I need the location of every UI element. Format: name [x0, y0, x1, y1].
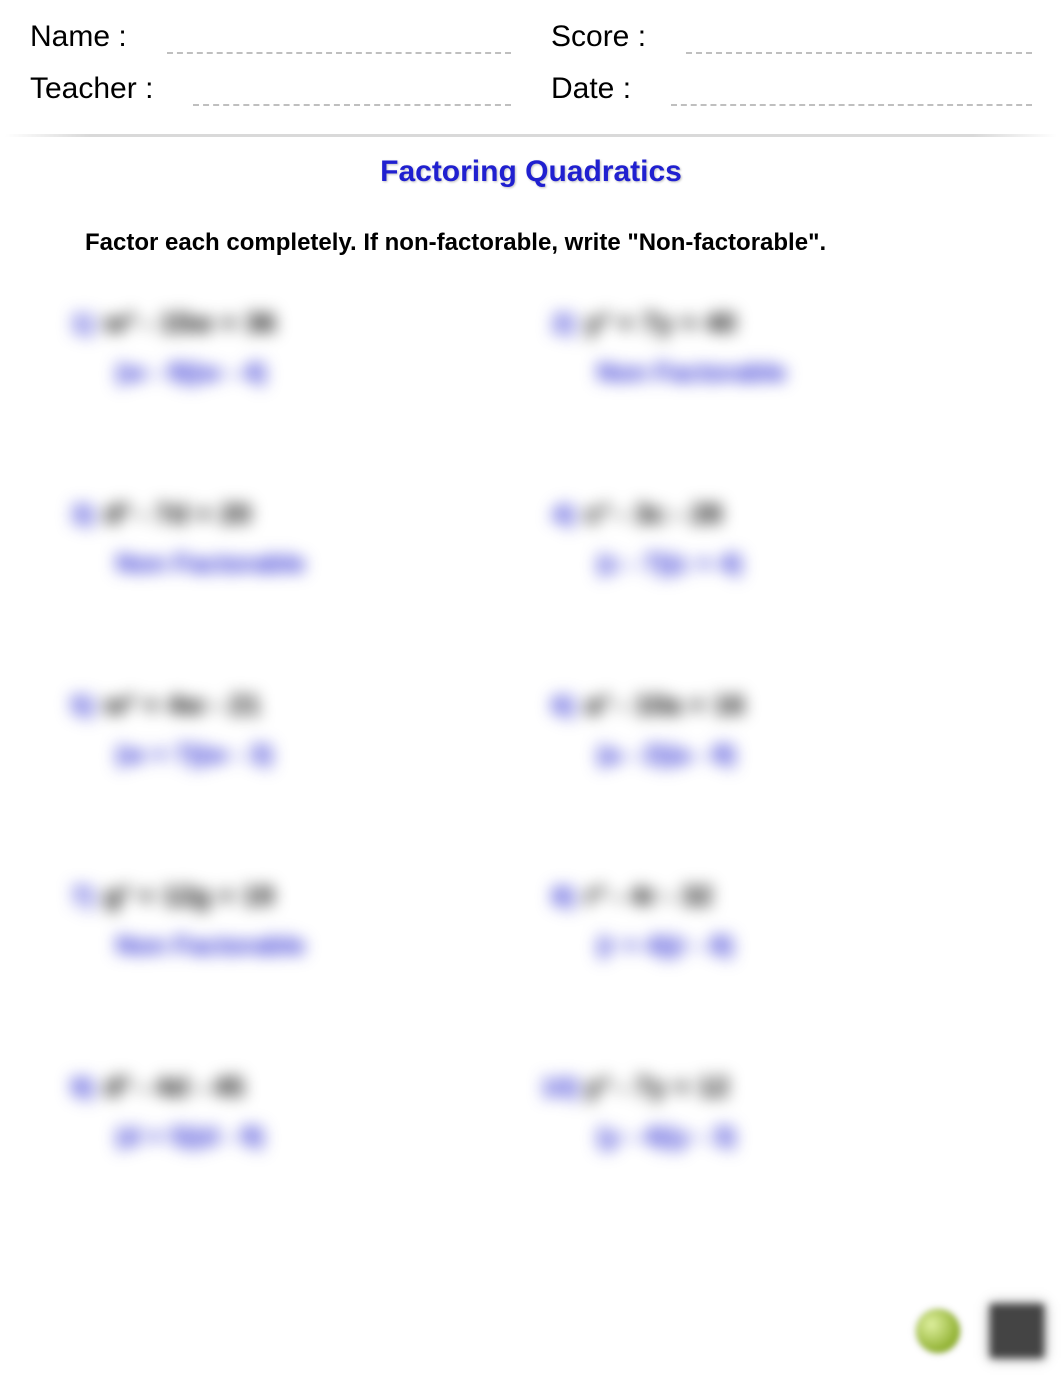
- problem-answer: (r + 4)(r - 8): [541, 930, 1012, 961]
- problem-answer: Non Factorable: [541, 357, 1012, 388]
- problem-line: 1) w² - 15w + 36: [60, 307, 531, 339]
- problem-8: 8) r² - 4r - 32 (r + 4)(r - 8): [541, 880, 1012, 961]
- footer-badges: [916, 1304, 1044, 1358]
- problem-7: 7) g² + 12g + 19 Non Factorable: [60, 880, 531, 961]
- problem-line: 2) y² + 7y + 40: [541, 307, 1012, 339]
- problem-number: 10): [541, 1072, 585, 1103]
- instructions-text: Factor each completely. If non-factorabl…: [85, 229, 1032, 257]
- problem-number: 9): [60, 1072, 104, 1103]
- date-label: Date :: [551, 72, 671, 106]
- teacher-input-line[interactable]: [193, 80, 511, 106]
- problems-grid: 1) w² - 15w + 36 (w - 9)(w - 4) 2) y² + …: [30, 307, 1032, 1152]
- problem-line: 8) r² - 4r - 32: [541, 880, 1012, 912]
- problem-line: 6) a² - 10a + 16: [541, 689, 1012, 721]
- problem-expression: d² - 7d + 20: [104, 498, 251, 530]
- problem-number: 5): [60, 690, 104, 721]
- problem-9: 9) d² - 4d - 45 (d + 5)(d - 9): [60, 1071, 531, 1152]
- score-input-line[interactable]: [686, 28, 1032, 54]
- date-input-line[interactable]: [671, 80, 1032, 106]
- problem-number: 7): [60, 881, 104, 912]
- score-label: Score :: [551, 20, 686, 54]
- problem-line: 7) g² + 12g + 19: [60, 880, 531, 912]
- header-right-column: Score : Date :: [551, 20, 1032, 124]
- problem-10: 10) y² - 7y + 12 (y - 4)(y - 3): [541, 1071, 1012, 1152]
- header-divider: [5, 134, 1057, 137]
- date-row: Date :: [551, 72, 1032, 106]
- problem-expression: y² + 7y + 40: [585, 307, 736, 339]
- header-left-column: Name : Teacher :: [30, 20, 511, 124]
- problem-expression: g² + 12g + 19: [104, 880, 274, 912]
- problem-line: 5) w² + 4w - 21: [60, 689, 531, 721]
- score-row: Score :: [551, 20, 1032, 54]
- problem-5: 5) w² + 4w - 21 (w + 7)(w - 3): [60, 689, 531, 770]
- problem-number: 6): [541, 690, 585, 721]
- problem-expression: w² + 4w - 21: [104, 689, 260, 721]
- name-label: Name :: [30, 20, 167, 54]
- name-row: Name :: [30, 20, 511, 54]
- problem-expression: y² - 7y + 12: [585, 1071, 729, 1103]
- problem-4: 4) c² - 3c - 28 (c - 7)(c + 4): [541, 498, 1012, 579]
- problem-expression: w² - 15w + 36: [104, 307, 276, 339]
- problem-line: 10) y² - 7y + 12: [541, 1071, 1012, 1103]
- problem-answer: (d + 5)(d - 9): [60, 1121, 531, 1152]
- problem-answer: Non Factorable: [60, 930, 531, 961]
- problem-line: 4) c² - 3c - 28: [541, 498, 1012, 530]
- problem-3: 3) d² - 7d + 20 Non Factorable: [60, 498, 531, 579]
- problem-line: 3) d² - 7d + 20: [60, 498, 531, 530]
- problem-number: 8): [541, 881, 585, 912]
- problem-answer: (w - 9)(w - 4): [60, 357, 531, 388]
- page-title: Factoring Quadratics: [30, 155, 1032, 189]
- worksheet-page: Name : Teacher : Score : Date : Factorin…: [0, 0, 1062, 1376]
- problem-expression: d² - 4d - 45: [104, 1071, 244, 1103]
- problem-line: 9) d² - 4d - 45: [60, 1071, 531, 1103]
- problem-2: 2) y² + 7y + 40 Non Factorable: [541, 307, 1012, 388]
- problem-expression: a² - 10a + 16: [585, 689, 745, 721]
- problem-answer: (a - 2)(a - 8): [541, 739, 1012, 770]
- name-input-line[interactable]: [167, 28, 511, 54]
- teacher-label: Teacher :: [30, 72, 193, 106]
- problem-number: 3): [60, 499, 104, 530]
- header: Name : Teacher : Score : Date :: [30, 20, 1032, 124]
- logo-round-icon: [916, 1309, 960, 1353]
- problem-expression: c² - 3c - 28: [585, 498, 722, 530]
- problem-number: 2): [541, 308, 585, 339]
- problem-number: 1): [60, 308, 104, 339]
- problem-answer: (y - 4)(y - 3): [541, 1121, 1012, 1152]
- qr-code-icon: [990, 1304, 1044, 1358]
- problem-6: 6) a² - 10a + 16 (a - 2)(a - 8): [541, 689, 1012, 770]
- problem-1: 1) w² - 15w + 36 (w - 9)(w - 4): [60, 307, 531, 388]
- problem-answer: Non Factorable: [60, 548, 531, 579]
- problem-expression: r² - 4r - 32: [585, 880, 713, 912]
- problem-answer: (c - 7)(c + 4): [541, 548, 1012, 579]
- problem-answer: (w + 7)(w - 3): [60, 739, 531, 770]
- teacher-row: Teacher :: [30, 72, 511, 106]
- problem-number: 4): [541, 499, 585, 530]
